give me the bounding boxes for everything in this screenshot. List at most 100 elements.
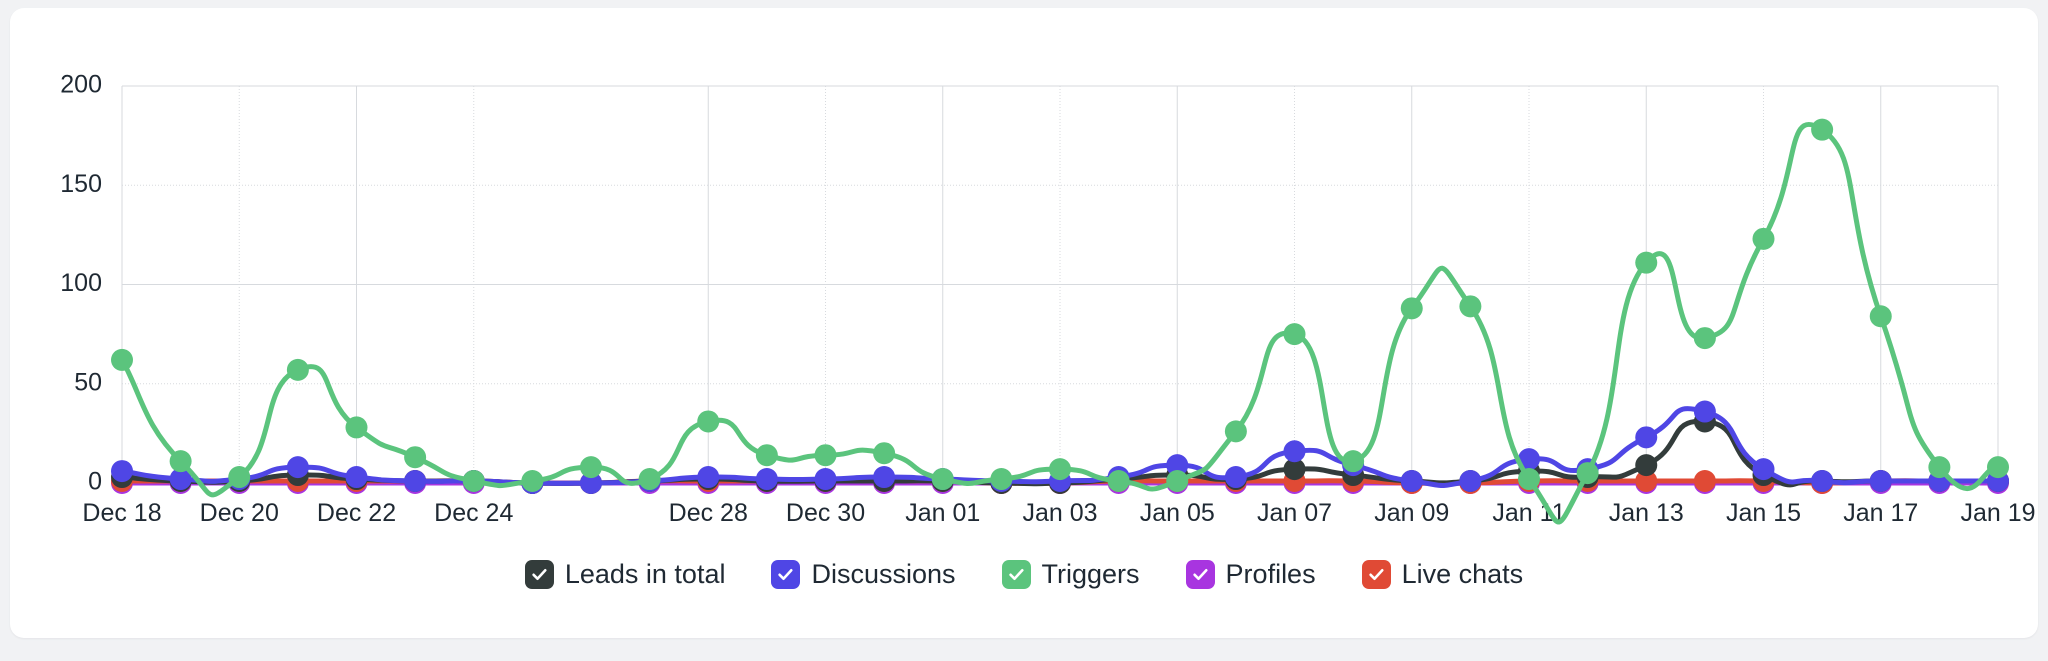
data-point[interactable] — [169, 450, 192, 473]
legend-item-discussions[interactable]: Discussions — [771, 559, 956, 589]
data-point[interactable] — [1635, 251, 1658, 274]
x-axis-tick-label: Dec 20 — [200, 499, 279, 527]
data-point[interactable] — [1400, 297, 1423, 320]
data-point[interactable] — [1635, 454, 1658, 477]
data-point[interactable] — [931, 468, 954, 491]
data-point[interactable] — [814, 444, 837, 467]
y-axis-tick-label: 100 — [60, 269, 102, 297]
data-point[interactable] — [1459, 295, 1482, 318]
x-axis-tick-label: Jan 19 — [1960, 499, 2035, 527]
series-triggers[interactable] — [111, 118, 2009, 525]
data-point[interactable] — [580, 456, 602, 479]
x-axis-tick-label: Dec 28 — [669, 499, 748, 527]
line-chart[interactable]: 0 50 100 150 200 Dec 18 Dec 20 Dec 22 Dec 24 Dec … — [10, 8, 2038, 638]
data-point[interactable] — [1752, 458, 1775, 481]
data-point[interactable] — [580, 472, 602, 494]
series-line — [119, 121, 2001, 525]
legend-label: Live chats — [1401, 559, 1524, 589]
data-point[interactable] — [228, 466, 251, 489]
legend-checkbox-leads-in-total[interactable] — [524, 560, 554, 589]
data-point[interactable] — [873, 442, 896, 465]
data-point[interactable] — [638, 468, 661, 491]
data-point[interactable] — [345, 416, 368, 439]
data-point[interactable] — [1166, 454, 1189, 477]
legend-label: Leads in total — [564, 559, 726, 589]
data-point[interactable] — [1635, 426, 1658, 449]
data-point[interactable] — [1811, 470, 1834, 493]
data-point[interactable] — [1928, 456, 1951, 479]
legend-checkbox-live-chats[interactable] — [1361, 560, 1391, 589]
data-point[interactable] — [1283, 458, 1306, 481]
data-point[interactable] — [521, 470, 544, 493]
x-axis: Dec 18 Dec 20 Dec 22 Dec 24 Dec 28 Dec 30 Jan … — [82, 499, 2035, 527]
x-axis-tick-label: Dec 18 — [82, 499, 161, 527]
data-point[interactable] — [1283, 440, 1306, 463]
x-axis-tick-label: Dec 30 — [786, 499, 865, 527]
data-point[interactable] — [755, 444, 778, 467]
data-point[interactable] — [1693, 327, 1716, 350]
x-axis-tick-label: Dec 22 — [317, 499, 396, 527]
data-point[interactable] — [1693, 470, 1716, 493]
x-axis-tick-label: Jan 01 — [905, 499, 980, 527]
x-axis-tick-label: Jan 05 — [1140, 499, 1215, 527]
x-axis-tick-label: Jan 11 — [1492, 499, 1565, 527]
data-point[interactable] — [1635, 470, 1658, 493]
data-point[interactable] — [1869, 305, 1892, 328]
legend-label: Triggers — [1041, 559, 1140, 589]
legend-label: Profiles — [1225, 559, 1316, 589]
legend-item-leads-in-total[interactable]: Leads in total — [524, 559, 726, 589]
data-point[interactable] — [169, 468, 192, 491]
data-point[interactable] — [697, 466, 720, 489]
legend-label: Discussions — [811, 559, 956, 589]
chart-card: 0 50 100 150 200 Dec 18 Dec 20 Dec 22 Dec 24 Dec … — [10, 8, 2038, 638]
data-point[interactable] — [1576, 462, 1599, 485]
data-point[interactable] — [755, 468, 778, 491]
data-point[interactable] — [1987, 456, 2009, 479]
x-axis-tick-label: Jan 03 — [1022, 499, 1097, 527]
data-point[interactable] — [286, 456, 309, 479]
data-point[interactable] — [1224, 466, 1247, 489]
x-axis-tick-label: Jan 07 — [1257, 499, 1332, 527]
data-point[interactable] — [1342, 450, 1365, 473]
data-point[interactable] — [1518, 468, 1540, 491]
y-axis-tick-label: 50 — [74, 368, 102, 396]
data-point[interactable] — [111, 460, 133, 483]
legend-item-live-chats[interactable]: Live chats — [1361, 559, 1524, 589]
data-point[interactable] — [404, 446, 427, 469]
data-point[interactable] — [873, 466, 896, 489]
y-axis-tick-label: 150 — [60, 170, 102, 198]
legend-checkbox-discussions[interactable] — [771, 560, 801, 589]
data-point[interactable] — [1752, 227, 1775, 250]
x-axis-tick-label: Jan 15 — [1726, 499, 1801, 527]
legend-item-profiles[interactable]: Profiles — [1185, 559, 1316, 589]
data-point[interactable] — [814, 468, 837, 491]
data-point[interactable] — [697, 410, 720, 433]
data-point[interactable] — [1166, 470, 1189, 493]
data-point[interactable] — [1459, 470, 1482, 493]
data-point[interactable] — [1869, 470, 1892, 493]
x-axis-tick-label: Jan 17 — [1843, 499, 1918, 527]
legend-checkbox-profiles[interactable] — [1185, 560, 1215, 589]
x-axis-tick-label: Dec 24 — [434, 499, 513, 527]
data-point[interactable] — [1224, 420, 1247, 443]
x-axis-tick-label: Jan 13 — [1609, 499, 1684, 527]
data-point[interactable] — [1049, 458, 1071, 481]
data-point[interactable] — [1693, 400, 1716, 423]
x-axis-tick-label: Jan 09 — [1374, 499, 1449, 527]
data-point[interactable] — [990, 468, 1013, 491]
data-point[interactable] — [462, 470, 485, 493]
data-point[interactable] — [1400, 470, 1423, 493]
chart-legend[interactable]: Leads in total Discussions Triggers Profile… — [10, 560, 2038, 589]
y-axis-tick-label: 0 — [88, 468, 102, 496]
data-point[interactable] — [1518, 448, 1540, 471]
data-point[interactable] — [404, 470, 427, 493]
data-point[interactable] — [1107, 470, 1130, 493]
data-point[interactable] — [286, 358, 309, 381]
data-point[interactable] — [1811, 118, 1834, 141]
legend-item-triggers[interactable]: Triggers — [1001, 559, 1140, 589]
data-point[interactable] — [345, 466, 368, 489]
legend-checkbox-triggers[interactable] — [1001, 560, 1031, 589]
data-point[interactable] — [1283, 323, 1306, 346]
data-point[interactable] — [111, 348, 133, 371]
